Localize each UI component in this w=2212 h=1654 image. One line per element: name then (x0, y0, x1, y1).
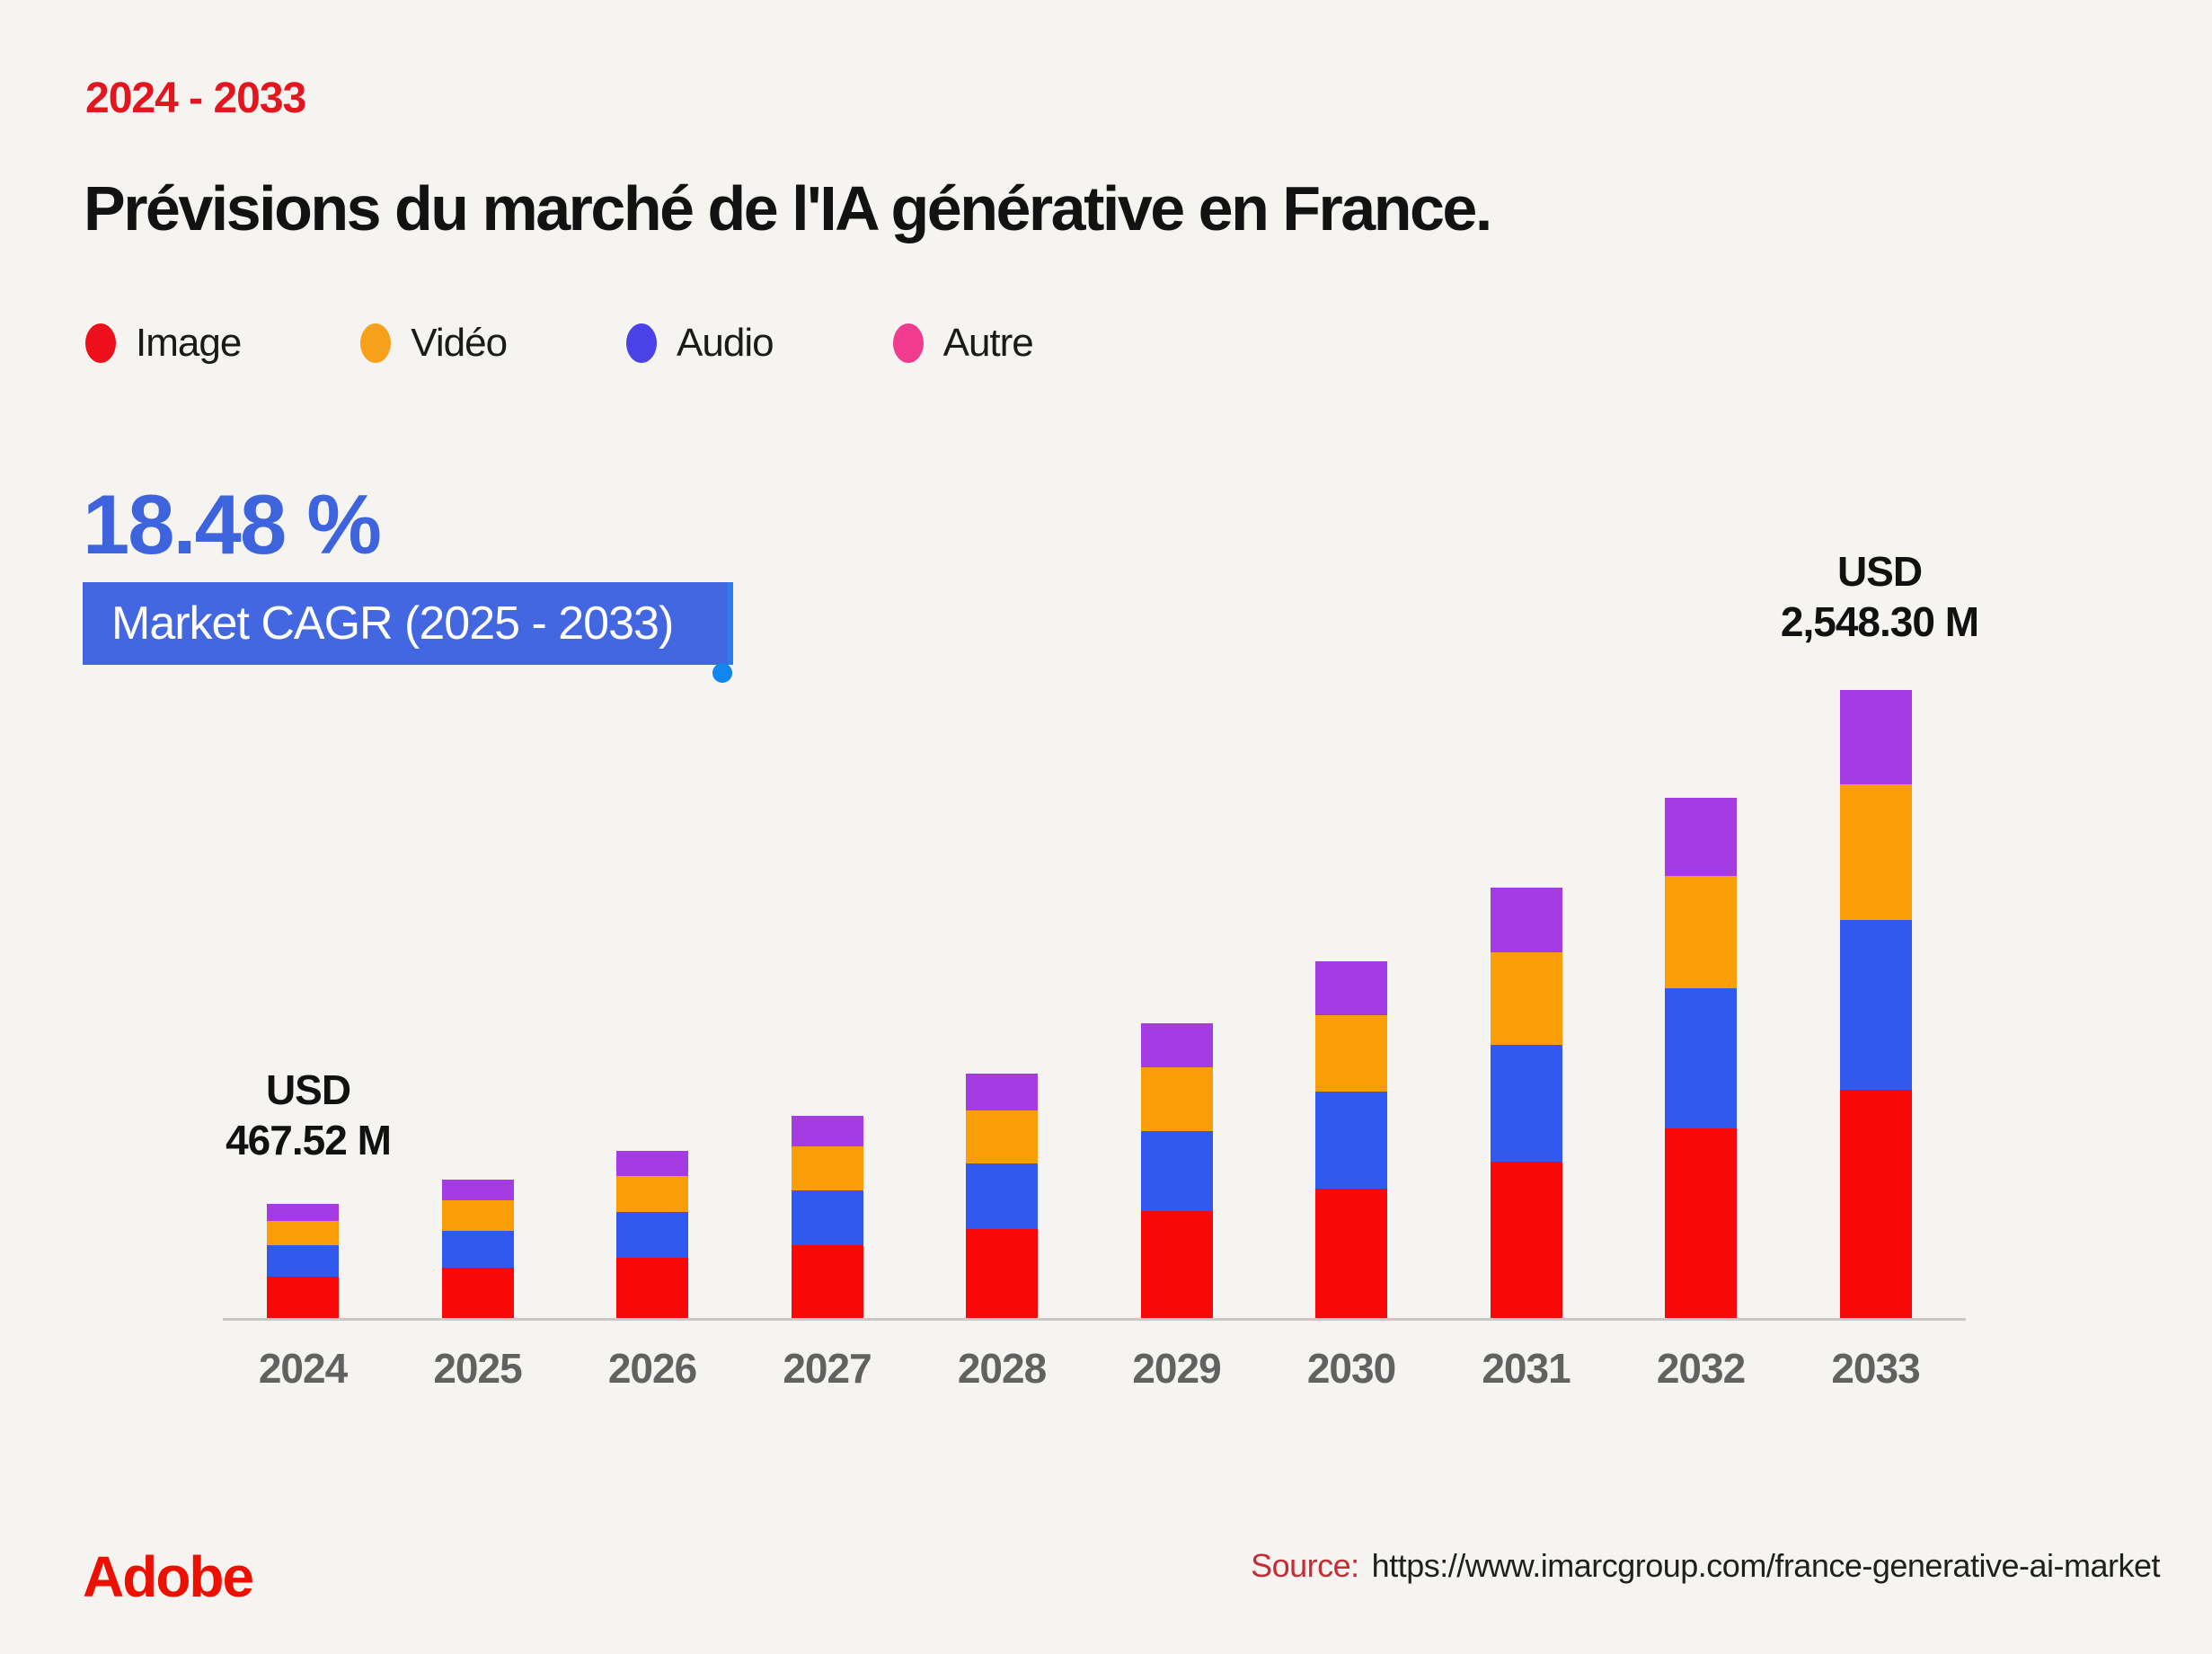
segment-image-2026 (616, 1257, 688, 1319)
segment-vidéo-2031 (1490, 951, 1562, 1046)
bar-chart (267, 690, 1912, 1319)
legend-item-label: Image (136, 321, 242, 365)
source-url[interactable]: https://www.imarcgroup.com/france-genera… (1371, 1547, 2161, 1584)
segment-autre-2029 (1140, 1022, 1213, 1068)
period-label: 2024 - 2033 (85, 75, 306, 122)
segment-vidéo-2033 (1839, 784, 1912, 920)
segment-image-2029 (1140, 1210, 1213, 1319)
legend-dot-icon (360, 323, 392, 363)
segment-vidéo-2028 (966, 1110, 1038, 1163)
segment-audio-2029 (1140, 1130, 1213, 1211)
segment-autre-2030 (1315, 961, 1387, 1015)
segment-image-2028 (966, 1229, 1038, 1319)
x-tick-2025: 2025 (433, 1345, 522, 1392)
segment-autre-2026 (616, 1150, 688, 1177)
segment-vidéo-2024 (267, 1220, 339, 1246)
x-tick-2029: 2029 (1132, 1345, 1221, 1392)
cagr-label: Market CAGR (2025 - 2033) (111, 597, 674, 650)
legend-item-audio: Audio (626, 321, 774, 366)
legend-item-image: Image (85, 321, 242, 366)
bar-2033 (1839, 690, 1912, 1319)
segment-image-2027 (791, 1244, 863, 1319)
segment-autre-2031 (1490, 887, 1562, 952)
legend-item-label: Autre (942, 321, 1034, 365)
cagr-value: 18.48 % (83, 477, 382, 571)
x-tick-2026: 2026 (607, 1345, 697, 1392)
bar-2030 (1315, 961, 1387, 1319)
segment-image-2024 (267, 1277, 339, 1319)
x-tick-2031: 2031 (1482, 1345, 1571, 1392)
x-tick-2030: 2030 (1306, 1345, 1396, 1392)
legend-dot-icon (85, 323, 116, 363)
legend: Image Vidéo Audio Autre (85, 316, 1034, 370)
segment-vidéo-2030 (1315, 1014, 1387, 1092)
legend-item-vidéo: Vidéo (360, 321, 508, 366)
source-line: Source: https://www.imarcgroup.com/france… (1251, 1547, 2160, 1585)
page-title: Prévisions du marché de l'IA générative … (84, 173, 1492, 243)
annotation-2024-value: 467.52 M (226, 1117, 392, 1164)
segment-audio-2027 (791, 1190, 863, 1245)
annotation-2024-currency: USD (265, 1066, 351, 1113)
legend-item-autre: Autre (892, 321, 1034, 366)
x-tick-2032: 2032 (1656, 1345, 1746, 1392)
segment-autre-2028 (966, 1074, 1038, 1111)
segment-audio-2030 (1315, 1092, 1387, 1189)
segment-audio-2031 (1490, 1045, 1562, 1162)
segment-image-2033 (1839, 1089, 1912, 1319)
legend-item-label: Audio (677, 321, 774, 365)
segment-autre-2025 (441, 1179, 514, 1201)
cursor-dot-icon (712, 663, 732, 683)
segment-autre-2027 (791, 1116, 863, 1146)
segment-image-2032 (1665, 1128, 1737, 1319)
segment-vidéo-2025 (441, 1200, 514, 1231)
x-axis-labels: 2024 2025 2026 2027 2028 2029 2030 2031 2032 2033 (0, 1344, 2212, 1398)
segment-audio-2033 (1839, 919, 1912, 1090)
x-tick-2028: 2028 (957, 1345, 1047, 1392)
annotation-2033-currency: USD (1836, 548, 1923, 595)
legend-dot-icon (892, 323, 924, 363)
segment-audio-2032 (1665, 987, 1737, 1129)
segment-vidéo-2029 (1140, 1067, 1213, 1131)
x-tick-2024: 2024 (258, 1345, 348, 1392)
adobe-logo: Adobe (83, 1544, 254, 1609)
segment-audio-2024 (267, 1245, 339, 1278)
bar-2026 (616, 1150, 688, 1319)
annotation-2033: USD 2,548.30 M (1718, 546, 2041, 647)
bar-2024 (267, 1203, 339, 1319)
annotation-2024: USD 467.52 M (173, 1065, 443, 1165)
segment-vidéo-2026 (616, 1176, 688, 1213)
segment-autre-2024 (267, 1203, 339, 1221)
segment-image-2025 (441, 1268, 514, 1319)
source-label: Source: (1251, 1547, 1359, 1584)
bar-2025 (441, 1179, 514, 1319)
x-tick-2027: 2027 (783, 1345, 872, 1392)
bar-2029 (1140, 1022, 1213, 1319)
segment-audio-2025 (441, 1230, 514, 1269)
bar-2031 (1490, 887, 1562, 1319)
segment-vidéo-2032 (1665, 876, 1737, 988)
segment-audio-2026 (616, 1212, 688, 1258)
bar-2027 (791, 1116, 863, 1319)
legend-item-label: Vidéo (411, 321, 508, 365)
x-tick-2033: 2033 (1831, 1345, 1920, 1392)
segment-vidéo-2027 (791, 1145, 863, 1190)
segment-audio-2028 (966, 1163, 1038, 1230)
annotation-2033-value: 2,548.30 M (1780, 598, 1979, 646)
cagr-box: Market CAGR (2025 - 2033) (83, 582, 733, 665)
segment-image-2030 (1315, 1188, 1387, 1319)
bar-2032 (1665, 798, 1737, 1319)
bar-2028 (966, 1074, 1038, 1319)
x-axis-line (223, 1318, 1966, 1321)
segment-image-2031 (1490, 1161, 1562, 1319)
legend-dot-icon (626, 323, 658, 363)
segment-autre-2033 (1839, 690, 1912, 784)
segment-autre-2032 (1665, 798, 1737, 877)
